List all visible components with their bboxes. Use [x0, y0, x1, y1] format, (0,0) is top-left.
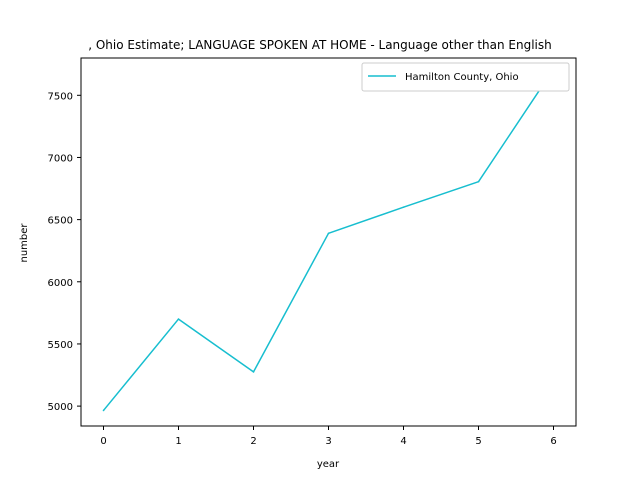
legend: Hamilton County, Ohio — [361, 62, 570, 92]
x-tick-label: 1 — [175, 436, 181, 447]
chart-title: , Ohio Estimate; LANGUAGE SPOKEN AT HOME… — [88, 38, 552, 52]
x-tick-label: 6 — [550, 436, 556, 447]
y-tick-label: 5500 — [48, 340, 73, 351]
data-point — [102, 409, 105, 412]
data-point — [402, 206, 405, 208]
x-tick-label: 2 — [250, 436, 256, 447]
x-tick-label: 4 — [400, 436, 406, 447]
y-tick-label: 6000 — [48, 278, 73, 289]
y-axis-label: number — [19, 223, 30, 263]
legend-box — [361, 62, 570, 92]
y-tick-label: 7000 — [48, 153, 73, 164]
x-tick-label: 5 — [475, 436, 481, 447]
data-point — [252, 371, 255, 373]
y-tick-label: 7500 — [48, 91, 73, 102]
x-tick-label: 0 — [100, 436, 106, 447]
data-point — [327, 232, 330, 235]
legend-entry-label: Hamilton County, Ohio — [405, 72, 519, 83]
y-tick-label: 5000 — [48, 402, 73, 413]
data-point — [477, 180, 480, 183]
x-axis-label: year — [317, 459, 340, 470]
data-point — [177, 318, 180, 320]
x-tick-label: 3 — [325, 436, 331, 447]
plot-area: 0 1 2 3 4 5 6 5000 5500 6000 6500 7000 7500 — [48, 57, 577, 447]
y-tick-label: 6500 — [48, 216, 73, 227]
